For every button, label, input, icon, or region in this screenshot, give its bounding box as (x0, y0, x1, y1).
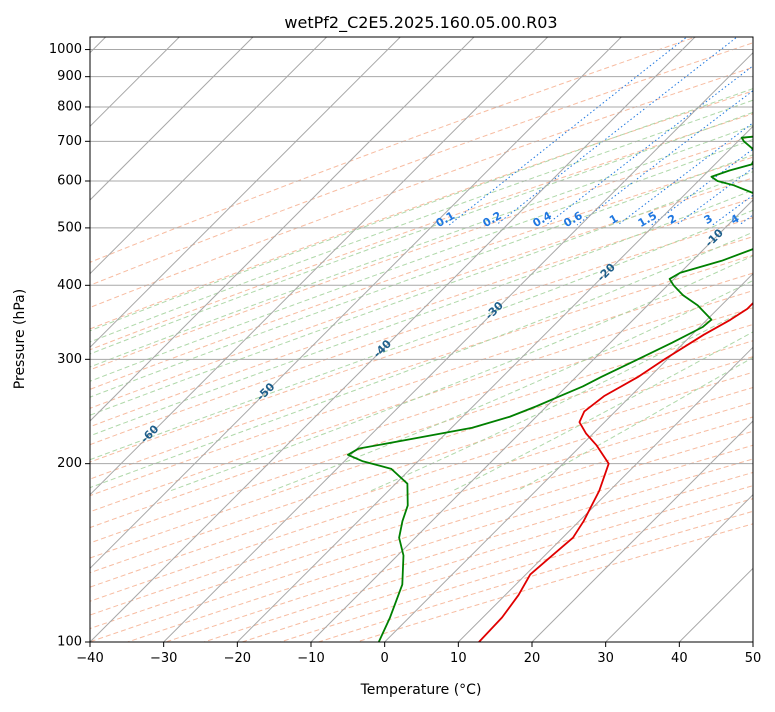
isotherm-line (383, 272, 753, 642)
moist-adiabat-line (90, 99, 753, 343)
plot-area: -100-90-80-70-60-50-40-30-20-100.10.20.4… (11, 37, 775, 642)
dry-adiabat-line (90, 37, 698, 263)
dry-adiabat-line (90, 416, 753, 630)
dry-adiabat-line (90, 430, 753, 642)
isotherm-line (90, 37, 696, 642)
x-tick-label: −10 (297, 651, 324, 666)
dry-adiabat-line (90, 323, 753, 544)
x-tick-label: 40 (671, 651, 688, 666)
isotherm-line (457, 346, 753, 642)
isotherm-line (90, 37, 328, 275)
dry-adiabat-line (240, 485, 753, 642)
isotherm-line (90, 37, 254, 201)
dry-adiabat-line (90, 272, 753, 497)
y-tick-label: 800 (57, 99, 82, 114)
dry-adiabat-line (126, 444, 753, 642)
moist-adiabat-line (90, 231, 753, 489)
plot-frame (89, 36, 754, 643)
moist-adiabat-line (90, 209, 753, 461)
moist-adiabat-line (90, 154, 753, 398)
y-tick-label: 500 (57, 220, 82, 235)
x-tick-label: 50 (745, 651, 762, 666)
y-tick-label: 200 (57, 456, 82, 471)
moist-adiabat-line (370, 305, 753, 492)
dry-adiabat-line (316, 510, 753, 642)
x-tick-label: 0 (381, 651, 389, 666)
dry-adiabat-line (164, 458, 753, 642)
y-tick-label: 400 (57, 278, 82, 293)
chart-title: wetPf2_C2E5.2025.160.05.00.R03 (284, 13, 557, 33)
plot-background (90, 37, 753, 642)
isotherm-line (90, 37, 475, 422)
dry-adiabat-line (90, 307, 753, 529)
x-axis-label: Temperature (°C) (360, 682, 482, 698)
moist-adiabat-line (90, 111, 753, 355)
axes: −40 −30 −20 −10 0 10 20 30 40 50 100 200 300 400 500 60… (49, 36, 762, 666)
dry-adiabat-line (202, 471, 753, 642)
y-tick-label: 1000 (49, 42, 82, 57)
moist-adiabat-line (90, 189, 753, 437)
moist-adiabat-line (271, 280, 753, 492)
x-tick-label: 30 (597, 651, 614, 666)
mixing-ratio-line (576, 90, 753, 226)
y-tick-label: 900 (57, 69, 82, 84)
dry-adiabat-line (278, 498, 753, 642)
dry-adiabat-line (354, 523, 753, 642)
isotherm-label: -70 (11, 476, 34, 499)
y-tick-label: 100 (57, 635, 82, 650)
isotherm-line (90, 37, 402, 349)
isotherm-line (604, 493, 753, 642)
dry-adiabat-line (90, 135, 753, 371)
mixing-ratio-line (617, 122, 753, 226)
isotherm-line (531, 420, 753, 642)
temperature-profile-line (478, 301, 753, 642)
dewpoint-profile-line (347, 135, 753, 642)
isotherm-line (162, 51, 753, 642)
dry-adiabat-line (90, 113, 753, 351)
isotherm-line (90, 37, 623, 570)
mixing-ratio-line (651, 148, 753, 226)
dry-adiabat-line (90, 236, 753, 463)
dry-adiabat-line (90, 401, 753, 616)
dry-adiabat-line (90, 177, 753, 409)
dry-adiabat-line (90, 217, 753, 446)
x-tick-label: −40 (76, 651, 103, 666)
isotherm-line (236, 125, 753, 642)
mixing-ratio-line (495, 37, 738, 226)
y-tick-label: 300 (57, 352, 82, 367)
moist-adiabat-line (170, 255, 753, 492)
x-tick-label: 10 (450, 651, 467, 666)
y-tick-label: 600 (57, 173, 82, 188)
mixing-ratio-label: 6 (767, 212, 775, 227)
y-tick-label: 700 (57, 134, 82, 149)
x-tick-label: 20 (524, 651, 541, 666)
moist-adiabat-line (90, 138, 753, 382)
moist-adiabat-line (90, 124, 753, 368)
isotherm-line (90, 37, 549, 496)
x-tick-label: −20 (224, 651, 251, 666)
y-axis-label: Pressure (hPa) (12, 289, 28, 389)
x-tick-label: −30 (150, 651, 177, 666)
